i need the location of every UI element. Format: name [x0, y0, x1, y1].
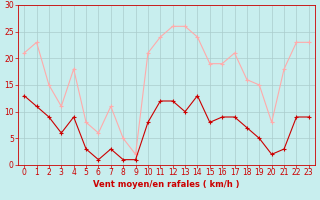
- X-axis label: Vent moyen/en rafales ( km/h ): Vent moyen/en rafales ( km/h ): [93, 180, 240, 189]
